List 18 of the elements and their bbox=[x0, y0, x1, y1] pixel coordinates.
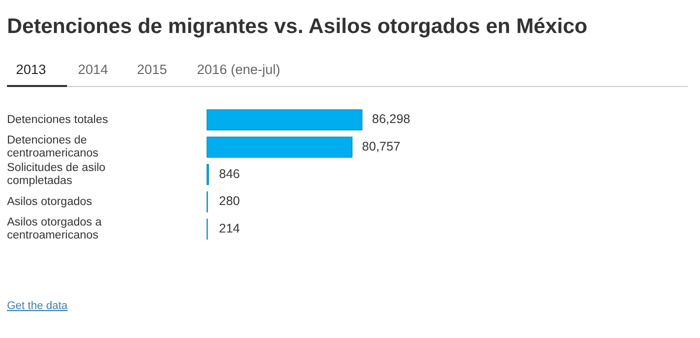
bar bbox=[206, 109, 362, 130]
y-tick-label: Detenciones totales bbox=[7, 114, 108, 126]
data-label: 80,757 bbox=[362, 139, 400, 154]
text: 2016 (ene-jul) bbox=[197, 62, 280, 77]
text: 2015 bbox=[137, 62, 168, 77]
y-tick-label: Asilos otorgados bbox=[7, 196, 92, 208]
y-tick-label: Asilos otorgados a centroamericanos bbox=[7, 216, 102, 242]
text: 2014 bbox=[78, 62, 109, 77]
data-label: 280 bbox=[219, 194, 240, 208]
data-label: 86,298 bbox=[372, 112, 410, 126]
y-tick-label: Detenciones de centroamericanos bbox=[7, 134, 99, 160]
chart-title: Detenciones de migrantes vs. Asilos otorgados en México bbox=[7, 15, 588, 38]
bar bbox=[206, 136, 352, 158]
y-tick-label: Solicitudes de asilo completadas bbox=[7, 162, 106, 188]
text: Get the data bbox=[7, 300, 68, 312]
text: 2013 bbox=[16, 62, 46, 77]
data-label: 214 bbox=[219, 221, 240, 236]
data-label: 846 bbox=[219, 166, 240, 181]
